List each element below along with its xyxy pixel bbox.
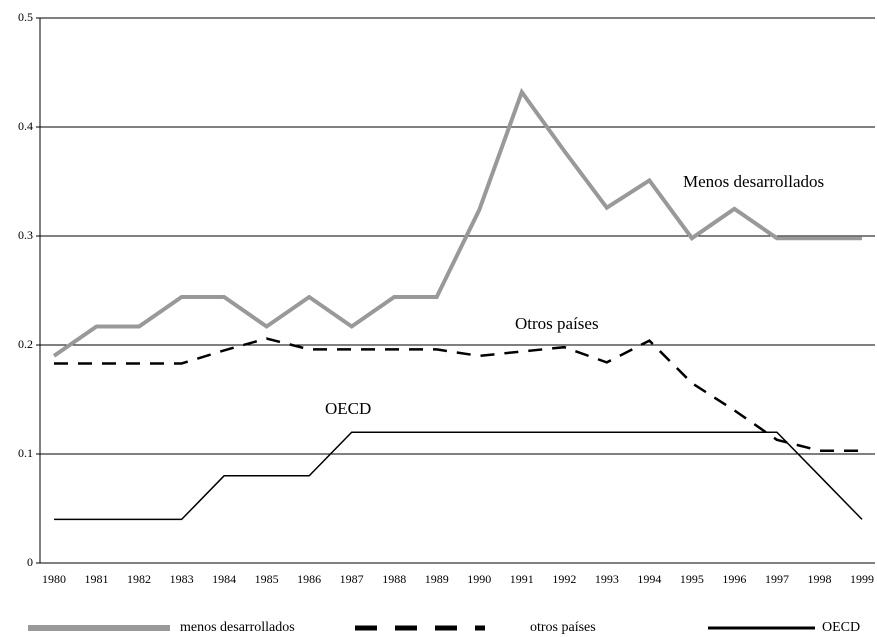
x-tick-label: 1981 — [85, 572, 109, 586]
y-tick-label: 0.2 — [18, 337, 33, 351]
x-tick-label: 1999 — [850, 572, 874, 586]
x-tick-label: 1980 — [42, 572, 66, 586]
x-tick-label: 1987 — [340, 572, 364, 586]
series-line — [54, 431, 863, 521]
legend-label: OECD — [822, 620, 860, 635]
y-tick-label: 0.5 — [18, 10, 33, 24]
y-tick-label: 0.1 — [18, 446, 33, 460]
x-tick-label: 1996 — [722, 572, 746, 586]
x-tick-label: 1993 — [595, 572, 619, 586]
x-tick-label: 1991 — [510, 572, 534, 586]
x-tick-label: 1998 — [807, 572, 831, 586]
x-tick-label: 1984 — [212, 572, 236, 586]
x-tick-label: 1990 — [467, 572, 491, 586]
x-tick-label: 1982 — [127, 572, 151, 586]
x-tick-label: 1986 — [297, 572, 321, 586]
annotation: Menos desarrollados — [683, 172, 824, 191]
x-tick-label: 1989 — [425, 572, 449, 586]
series-line — [54, 337, 862, 452]
legend-label: menos desarrollados — [180, 620, 295, 635]
x-tick-label: 1983 — [170, 572, 194, 586]
y-tick-label: 0 — [27, 555, 33, 569]
x-tick-label: 1997 — [765, 572, 789, 586]
legend-label: otros países — [530, 620, 596, 635]
y-tick-label: 0.3 — [18, 228, 33, 242]
x-tick-label: 1992 — [552, 572, 576, 586]
y-tick-label: 0.4 — [18, 119, 33, 133]
series-line — [52, 87, 862, 358]
x-tick-label: 1994 — [637, 572, 661, 586]
x-tick-label: 1995 — [680, 572, 704, 586]
annotation: Otros países — [515, 314, 599, 333]
x-tick-label: 1988 — [382, 572, 406, 586]
x-tick-label: 1985 — [255, 572, 279, 586]
annotation: OECD — [325, 399, 371, 418]
